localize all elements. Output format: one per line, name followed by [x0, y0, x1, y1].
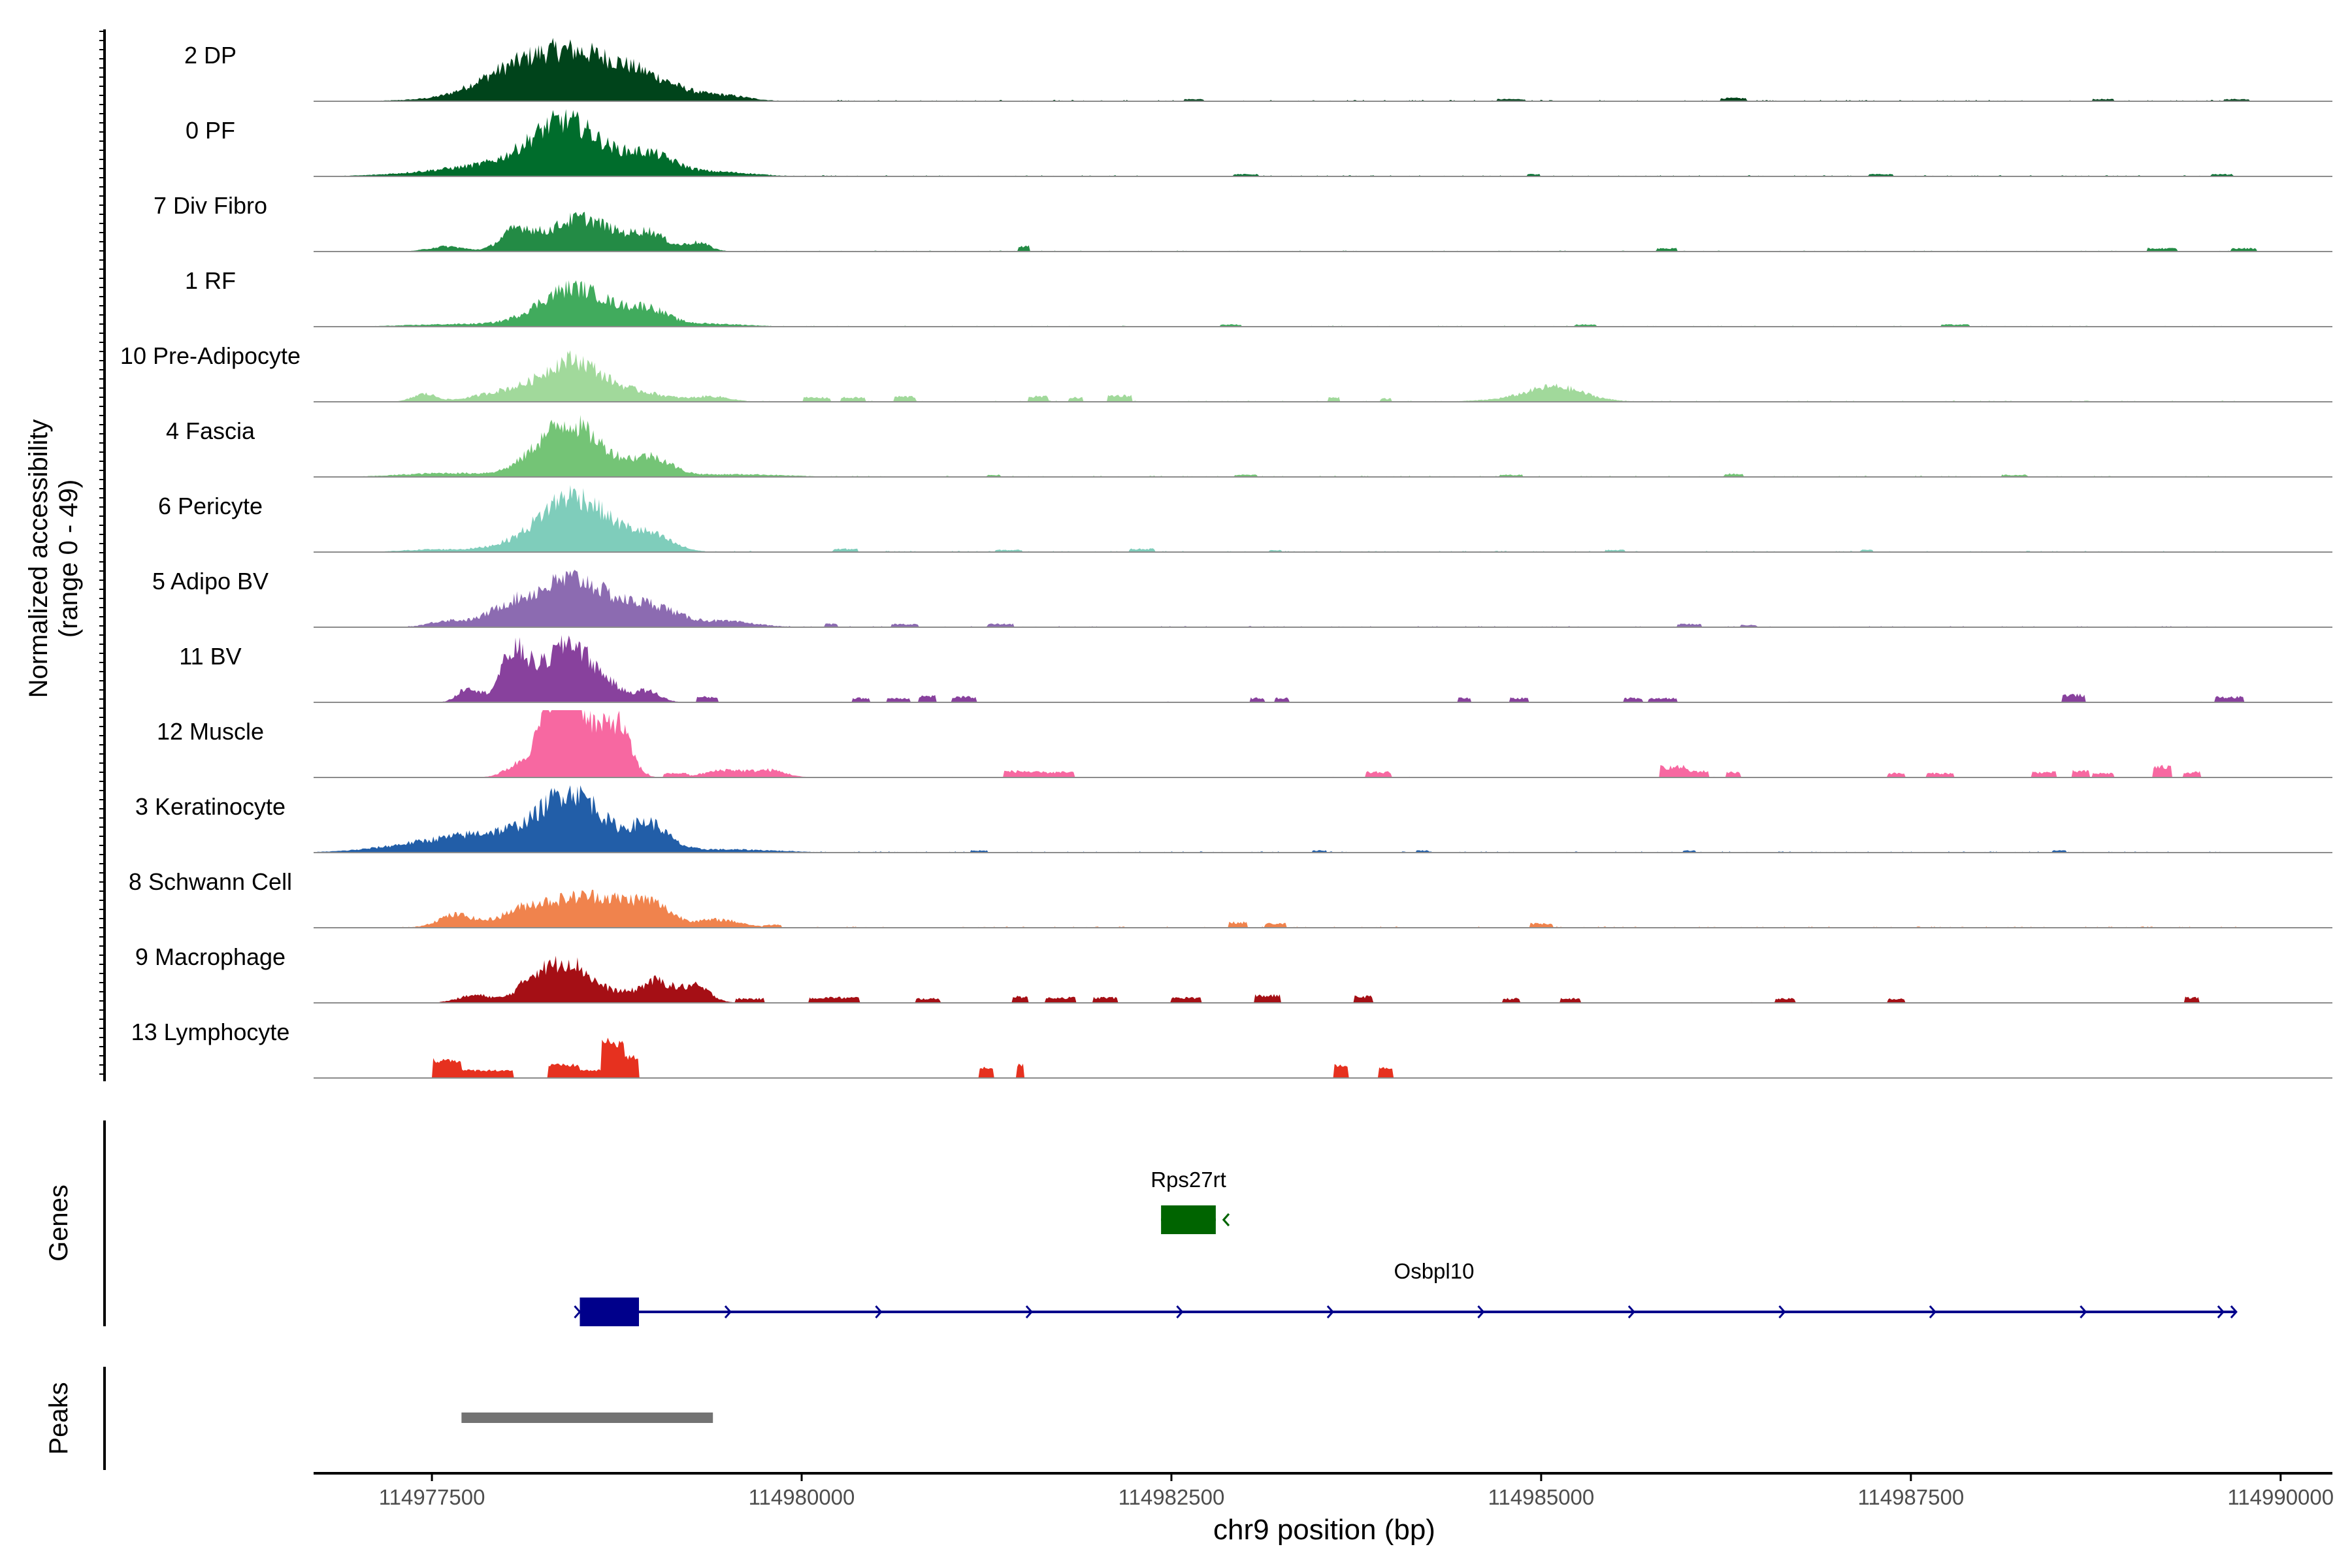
x-axis: 114977500 114980000 114982500 114985000 1149… — [314, 1472, 2334, 1509]
track-0-pf: 0 PF — [186, 109, 2332, 177]
strand-arrow — [1176, 1305, 1184, 1318]
gene-exon — [1161, 1205, 1216, 1234]
gene-annotation-track: Rps27rt Osbpl10 — [574, 1168, 2238, 1326]
x-axis-tick-label: 114980000 — [749, 1485, 855, 1509]
track-label: 4 Fascia — [166, 417, 255, 444]
track-8-schwann-cell: 8 Schwann Cell — [129, 868, 2332, 928]
gene-label: Osbpl10 — [1394, 1259, 1475, 1283]
strand-arrow — [2080, 1305, 2087, 1318]
strand-arrow — [875, 1305, 883, 1318]
x-axis-tick-label: 114987500 — [1857, 1485, 1964, 1509]
strand-arrow — [1326, 1305, 1334, 1318]
strand-arrow — [724, 1305, 732, 1318]
track-1-rf: 1 RF — [185, 267, 2332, 327]
x-axis-tick-label: 114982500 — [1119, 1485, 1225, 1509]
strand-arrow — [1929, 1305, 1936, 1318]
strand-arrow — [1778, 1305, 1786, 1318]
coverage-area — [314, 1037, 2332, 1078]
track-13-lymphocyte: 13 Lymphocyte — [131, 1019, 2332, 1079]
strand-arrow — [1477, 1305, 1485, 1318]
track-5-adipo-bv: 5 Adipo BV — [152, 568, 2332, 628]
track-label: 5 Adipo BV — [152, 568, 269, 595]
track-4-fascia: 4 Fascia — [166, 415, 2332, 478]
track-label: 2 DP — [184, 42, 237, 69]
coverage-tracks: 2 DP 0 PF 7 Div Fibro 1 RF 10 Pre-Adipocyte 4… — [120, 38, 2332, 1079]
track-3-keratinocyte: 3 Keratinocyte — [135, 785, 2332, 853]
track-label: 3 Keratinocyte — [135, 793, 286, 820]
track-label: 9 Macrophage — [135, 943, 286, 970]
coverage-area — [314, 785, 2332, 853]
coverage-y-axis — [99, 29, 106, 1081]
strand-arrow — [574, 1305, 581, 1318]
gene-label: Rps27rt — [1151, 1168, 1226, 1192]
coverage-area — [314, 889, 2332, 928]
strand-arrow — [2217, 1305, 2225, 1318]
peak-region — [461, 1413, 713, 1423]
coverage-area — [314, 109, 2332, 176]
track-label: 7 Div Fibro — [154, 192, 267, 219]
track-10-pre-adipocyte: 10 Pre-Adipocyte — [120, 342, 2332, 402]
track-label: 0 PF — [186, 117, 235, 144]
coverage-area — [314, 280, 2332, 327]
peaks-track — [461, 1413, 713, 1423]
y-axis-label-range: (range 0 - 49) — [54, 480, 83, 638]
track-label: 11 BV — [179, 643, 241, 670]
track-11-bv: 11 BV — [179, 635, 2332, 703]
track-12-muscle: 12 Muscle — [157, 710, 2332, 778]
coverage-area — [314, 212, 2332, 252]
x-axis-tick-label: 114990000 — [2227, 1485, 2334, 1509]
track-label: 6 Pericyte — [158, 493, 263, 519]
gene-osbpl10: Osbpl10 — [574, 1259, 2238, 1326]
track-2-dp: 2 DP — [184, 38, 2332, 102]
x-axis-tick-label: 114977500 — [379, 1485, 485, 1509]
coverage-area — [314, 635, 2332, 702]
y-axis-label: Normalized accessibility — [24, 419, 53, 698]
coverage-area — [314, 38, 2332, 101]
track-label: 8 Schwann Cell — [129, 868, 292, 895]
track-6-pericyte: 6 Pericyte — [158, 485, 2332, 553]
strand-arrow — [1025, 1305, 1033, 1318]
coverage-area — [314, 570, 2332, 627]
gene-exon — [580, 1298, 640, 1326]
genes-track-label: Genes — [44, 1184, 73, 1262]
coverage-area — [314, 350, 2332, 402]
strand-arrow — [1627, 1305, 1635, 1318]
gene-rps27rt: Rps27rt — [1151, 1168, 1230, 1234]
coverage-area — [314, 955, 2332, 1003]
x-axis-label: chr9 position (bp) — [1213, 1514, 1435, 1546]
track-label: 12 Muscle — [157, 718, 264, 745]
track-label: 1 RF — [185, 267, 236, 294]
track-label: 13 Lymphocyte — [131, 1019, 290, 1045]
strand-arrow — [2230, 1305, 2238, 1318]
x-axis-tick-label: 114985000 — [1488, 1485, 1595, 1509]
track-label: 10 Pre-Adipocyte — [120, 342, 301, 369]
track-7-div-fibro: 7 Div Fibro — [154, 192, 2332, 252]
track-9-macrophage: 9 Macrophage — [135, 943, 2332, 1004]
coverage-area — [314, 485, 2332, 552]
peaks-track-label: Peaks — [44, 1382, 73, 1454]
strand-arrow — [1222, 1213, 1230, 1226]
coverage-area — [314, 415, 2332, 477]
coverage-area — [314, 710, 2332, 777]
